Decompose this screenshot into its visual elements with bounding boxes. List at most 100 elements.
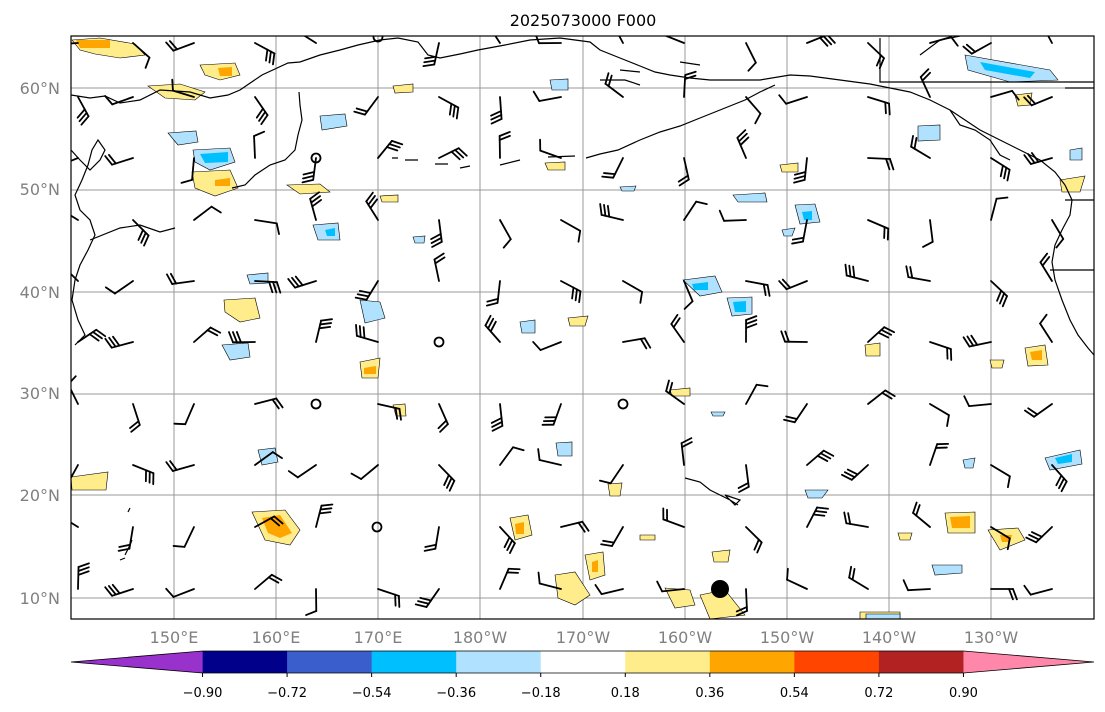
wind-barb: [117, 526, 134, 552]
wind-barb: [1051, 464, 1068, 493]
wind-barb: [1025, 526, 1053, 544]
wind-barb: [254, 219, 280, 236]
wind-barb: [902, 579, 931, 592]
lat-label: 30°N: [20, 384, 60, 403]
map-frame: [70, 35, 1095, 620]
lon-label: 150°E: [150, 628, 199, 647]
wind-barb: [287, 464, 317, 479]
wind-barb: [254, 280, 282, 294]
wind-barb: [430, 219, 443, 248]
wind-barb: [737, 464, 750, 493]
wind-barb: [599, 464, 624, 485]
wind-barb: [315, 318, 333, 343]
wind-barb: [656, 580, 685, 593]
wind-barb: [778, 278, 808, 291]
wind-barb: [929, 442, 950, 466]
colorbar-tick-label: −0.72: [267, 686, 307, 701]
wind-barb: [132, 464, 155, 486]
wind-barb: [662, 507, 685, 528]
colorbar-segment: [540, 651, 626, 673]
wind-barb: [680, 437, 693, 466]
wind-barb: [166, 272, 195, 285]
map-title: 2025073000 F000: [510, 11, 657, 30]
wind-barb: [254, 451, 283, 466]
wind-barb: [929, 36, 959, 47]
wind-barb: [305, 588, 318, 616]
wind-barb: [783, 403, 808, 424]
wind-barb: [71, 375, 79, 405]
wind-barb: [437, 403, 449, 433]
wind-barb: [806, 449, 835, 466]
wind-barb: [104, 583, 134, 597]
calm-markers: [310, 36, 629, 533]
colorbar-segment: [878, 651, 964, 673]
wind-barb: [594, 584, 624, 596]
wind-barb: [736, 129, 750, 159]
wind-barb: [354, 280, 379, 301]
wind-barb: [303, 36, 317, 44]
wind-barb: [537, 571, 562, 590]
wind-barb: [353, 96, 379, 116]
wind-barb: [539, 138, 562, 159]
wind-barb: [499, 219, 512, 249]
wind-barb: [560, 219, 582, 243]
wind-barb: [532, 90, 562, 102]
lon-label: 150°W: [760, 628, 815, 647]
colorbar-tick-label: 0.72: [864, 686, 893, 701]
wind-barb: [683, 280, 694, 310]
wind-barb: [990, 280, 1008, 308]
colorbar-segment: [287, 651, 373, 673]
wind-barb: [76, 96, 90, 126]
wind-barb: [438, 464, 456, 492]
wind-barb: [560, 280, 582, 304]
wind-barb: [365, 191, 379, 221]
wind-barb: [485, 280, 501, 307]
wind-barb: [929, 341, 953, 361]
longitude-labels: 150°E 160°E 170°E 180°W 170°W 160°W 150°…: [150, 628, 1019, 647]
lon-label: 180°W: [453, 628, 508, 647]
wind-barb: [77, 328, 107, 343]
wind-barb: [990, 157, 1011, 182]
wind-barb: [494, 36, 501, 44]
wind-barb: [683, 70, 697, 98]
wind-barb: [499, 446, 525, 466]
wind-barb: [104, 280, 134, 295]
wind-barb: [104, 153, 134, 166]
wind-barb: [963, 395, 992, 407]
wind-barb: [990, 196, 1009, 221]
wind-barb: [910, 134, 931, 159]
wind-barb: [254, 397, 284, 410]
wind-barb: [315, 503, 334, 528]
latitude-labels: 60°N 50°N 40°N 30°N 20°N 10°N: [20, 79, 60, 608]
wind-barb: [665, 379, 685, 405]
wind-barb: [867, 96, 891, 116]
wind-barb: [905, 265, 931, 282]
wind-barb: [309, 191, 323, 221]
colorbar-extend-low: [71, 651, 203, 673]
wind-barb: [683, 200, 708, 221]
wind-barb: [490, 96, 503, 125]
colorbar-tick-label: −0.36: [436, 686, 476, 701]
wind-barb: [498, 131, 511, 159]
wind-barb: [171, 78, 195, 98]
lon-label: 160°W: [658, 628, 713, 647]
wind-barb: [165, 460, 195, 472]
wind-barb: [1039, 252, 1053, 282]
wind-barb: [599, 203, 624, 221]
wind-barb: [618, 36, 624, 44]
wind-barb: [193, 326, 222, 343]
lat-label: 50°N: [20, 180, 60, 199]
wind-barb: [745, 96, 762, 125]
wind-barb: [104, 95, 134, 106]
lon-label: 160°E: [252, 628, 301, 647]
wind-barb: [601, 157, 624, 179]
wind-barb: [848, 565, 869, 590]
wind-barb: [1023, 584, 1053, 596]
colorbar-tick-label: 0.36: [695, 686, 724, 701]
wind-barb: [745, 42, 757, 72]
wind-barb: [438, 96, 460, 120]
wind-barb: [287, 275, 317, 289]
coastlines: [71, 36, 1094, 561]
wind-barb: [806, 506, 829, 528]
